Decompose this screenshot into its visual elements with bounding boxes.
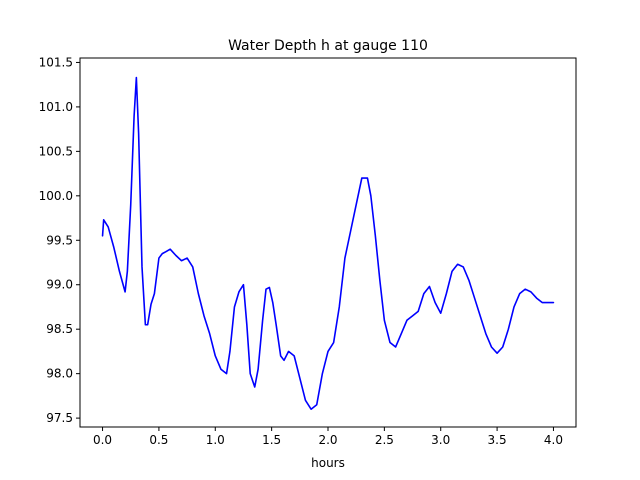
- x-tick-label: 0.5: [149, 433, 168, 447]
- x-tick-label: 1.5: [262, 433, 281, 447]
- x-tick-label: 2.0: [318, 433, 337, 447]
- y-tick-label: 101.0: [39, 100, 73, 114]
- y-tick-label: 98.0: [46, 367, 73, 381]
- y-tick-label: 100.0: [39, 189, 73, 203]
- y-tick-label: 98.5: [46, 322, 73, 336]
- x-tick-label: 3.5: [488, 433, 507, 447]
- plot-area: [101, 76, 555, 411]
- y-tick-label: 101.5: [39, 55, 73, 69]
- axes: 0.0 0.5 1.0 1.5 2.0 2.5 3.0 3.5 4.0 97.5 98.0 98.5 9…: [39, 55, 577, 447]
- x-tick-label: 1.0: [206, 433, 225, 447]
- x-axis-label: hours: [311, 456, 345, 470]
- y-tick-label: 97.5: [46, 411, 73, 425]
- x-tick-label: 0.0: [93, 433, 112, 447]
- y-tick-label: 100.5: [39, 144, 73, 158]
- series-line-0: [101, 76, 555, 411]
- y-tick-label: 99.5: [46, 233, 73, 247]
- chart-title: Water Depth h at gauge 110: [228, 38, 428, 54]
- x-tick-label: 4.0: [544, 433, 563, 447]
- x-tick-label: 2.5: [375, 433, 394, 447]
- x-tick-label: 3.0: [431, 433, 450, 447]
- y-tick-label: 99.0: [46, 278, 73, 292]
